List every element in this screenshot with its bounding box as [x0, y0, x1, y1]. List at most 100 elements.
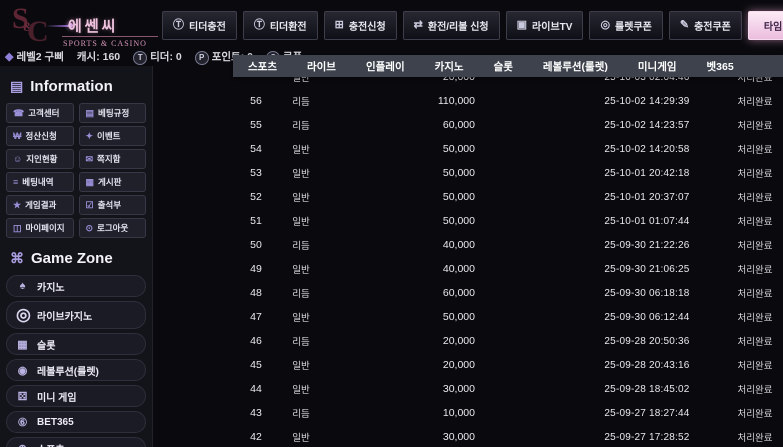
sidebar-button-label: 정산신청: [25, 131, 57, 141]
sidebar-button-label: 지인현황: [26, 154, 58, 164]
nav-button-label: 타임 이벤트: [763, 22, 783, 33]
megaphone-icon: ✦: [85, 130, 94, 141]
category-tab[interactable]: 레볼루션(룰렛): [542, 60, 608, 73]
sidebar-button[interactable]: ▤ 베팅규정: [78, 103, 146, 123]
sidebar-button-label: 베팅규정: [98, 108, 130, 118]
row-status-badge: 처리완료: [737, 193, 773, 204]
row-type: 일반: [292, 217, 310, 228]
nav-button[interactable]: ✎ 충전쿠폰: [668, 11, 742, 40]
row-type: 리듬: [292, 241, 310, 252]
row-amount: 50,000: [442, 311, 475, 323]
sidebar-button-label: 베팅내역: [22, 177, 54, 187]
nav-button[interactable]: Ⓣ 티더충전: [162, 11, 237, 40]
table-row[interactable]: 50 리듬 40,000 25-09-30 21:22:26 처리완료: [233, 233, 783, 257]
table-row[interactable]: 55 리듬 60,000 25-10-02 14:23:57 처리완료: [233, 113, 783, 137]
nav-button[interactable]: ⇄ 환전/리볼 신청: [402, 11, 500, 40]
sidebar-button[interactable]: ✦ 이벤트: [78, 126, 146, 146]
table-row[interactable]: 45 일반 20,000 25-09-28 20:43:16 처리완료: [233, 353, 783, 377]
row-type: 일반: [292, 169, 310, 180]
category-tab[interactable]: 라이브: [306, 60, 336, 73]
category-tab[interactable]: 스포츠: [248, 60, 277, 73]
nav-button-label: 라이브TV: [532, 22, 573, 33]
tv-icon: ▣: [516, 19, 528, 31]
sidebar-button[interactable]: ⊙ 로그아웃: [78, 218, 146, 238]
gamezone-item[interactable]: ⑥ BET365: [6, 411, 146, 433]
nav-button[interactable]: ▣ 라이브TV: [505, 11, 584, 40]
headset-phone-icon: ☎: [13, 107, 25, 118]
table-row[interactable]: 43 리듬 10,000 25-09-27 18:27:44 처리완료: [233, 401, 783, 425]
sidebar-button[interactable]: ≡ 베팅내역: [6, 172, 74, 192]
row-type: 일반: [292, 265, 310, 276]
nav-button[interactable]: 타임 이벤트: [747, 11, 783, 40]
row-type: 일반: [292, 361, 310, 372]
row-status-badge: 처리완료: [737, 433, 773, 444]
category-tab[interactable]: 미니게임: [637, 60, 677, 73]
table-row[interactable]: 56 리듬 110,000 25-10-02 14:29:39 처리완료: [233, 89, 783, 113]
board-icon: ▦: [85, 176, 95, 187]
table-row[interactable]: 46 리듬 20,000 25-09-28 20:50:36 처리완료: [233, 329, 783, 353]
row-type: 일반: [292, 73, 310, 84]
gamezone-item[interactable]: ◉ 레볼루션(룰렛): [6, 359, 146, 381]
category-tab-bar: 스포츠 라이브 인플레이 카지노 슬롯 레볼루션(룰렛) 미니게임 벳365: [233, 55, 783, 77]
nav-button[interactable]: ⊞ 충전신청: [323, 11, 397, 40]
row-amount: 20,000: [442, 359, 475, 371]
row-number: 53: [250, 167, 262, 179]
gamezone-item[interactable]: ⚄ 미니 게임: [6, 385, 146, 407]
table-row[interactable]: 42 일반 30,000 25-09-27 17:28:52 처리완료: [233, 425, 783, 447]
sidebar-button[interactable]: ☑ 출석부: [78, 195, 146, 215]
nav-button-label: 티더환전: [269, 22, 307, 33]
row-number: 45: [250, 359, 262, 371]
sidebar-button[interactable]: ◫ 마이페이지: [6, 218, 74, 238]
category-tab[interactable]: 벳365: [706, 60, 734, 73]
logo-monogram-s: S: [12, 2, 29, 35]
table-row[interactable]: 44 일반 30,000 25-09-28 18:45:02 처리완료: [233, 377, 783, 401]
gamezone-item-label: 라이브카지노: [37, 311, 93, 323]
gamezone-item[interactable]: ◎ 라이브카지노: [6, 301, 146, 329]
row-datetime: 25-09-27 17:28:52: [604, 431, 690, 443]
sidebar-button[interactable]: ★ 게임결과: [6, 195, 74, 215]
gamezone-item[interactable]: ♠ 카지노: [6, 275, 146, 297]
information-button-grid: ☎ 고객센터 ▤ 베팅규정 ₩ 정산신청 ✦ 이벤트: [6, 103, 146, 238]
logo-monogram-c: C: [27, 15, 49, 48]
nav-button[interactable]: ◎ 룰렛쿠폰: [589, 11, 663, 40]
sidebar-button[interactable]: ☎ 고객센터: [6, 103, 74, 123]
tether-coin-icon: T: [133, 50, 148, 65]
tether-coin-icon: Ⓣ: [173, 19, 184, 31]
roulette-chip-icon: ◉: [17, 364, 28, 377]
row-datetime: 25-09-28 18:45:02: [604, 383, 690, 395]
gamezone-item-label: 미니 게임: [37, 392, 77, 404]
row-number: 54: [250, 143, 262, 155]
row-datetime: 25-09-27 18:27:44: [604, 407, 690, 419]
sidebar-button[interactable]: ✉ 쪽지함: [78, 149, 146, 169]
brand-tagline: SPORTS & CASINO: [63, 39, 147, 48]
gamezone-item-label: 스포츠: [37, 441, 65, 447]
table-row[interactable]: 49 일반 40,000 25-09-30 21:06:25 처리완료: [233, 257, 783, 281]
information-title: Information: [30, 78, 113, 95]
row-amount: 40,000: [442, 263, 475, 275]
row-amount: 20,000: [442, 335, 475, 347]
pencil-icon: ✎: [679, 19, 690, 31]
sidebar-button[interactable]: ☺ 지인현황: [6, 149, 74, 169]
table-row[interactable]: 54 일반 50,000 25-10-02 14:20:58 처리완료: [233, 137, 783, 161]
site-logo[interactable]: S & C 에쎈씨 SPORTS & CASINO: [10, 2, 165, 58]
sidebar-button-label: 고객센터: [28, 108, 60, 118]
row-number: 44: [250, 383, 262, 395]
gamezone-item[interactable]: ⊕ 스포츠: [6, 437, 146, 447]
mypage-icon: ◫: [13, 222, 22, 233]
sidebar-button[interactable]: ₩ 정산신청: [6, 126, 74, 146]
table-row[interactable]: 48 리듬 60,000 25-09-30 06:18:18 처리완료: [233, 281, 783, 305]
nav-button-label: 룰렛쿠폰: [615, 22, 652, 33]
table-row[interactable]: 51 일반 50,000 25-10-01 01:07:44 처리완료: [233, 209, 783, 233]
category-tab[interactable]: 인플레이: [365, 60, 405, 73]
nav-button[interactable]: Ⓣ 티더환전: [242, 11, 318, 40]
table-row[interactable]: 52 일반 50,000 25-10-01 20:37:07 처리완료: [233, 185, 783, 209]
sidebar-button[interactable]: ▦ 게시판: [78, 172, 146, 192]
category-tab[interactable]: 카지노: [434, 60, 464, 73]
table-row[interactable]: 53 일반 50,000 25-10-01 20:42:18 처리완료: [233, 161, 783, 185]
table-row[interactable]: 47 일반 50,000 25-09-30 06:12:44 처리완료: [233, 305, 783, 329]
gamezone-item[interactable]: ▦ 슬롯: [6, 333, 146, 355]
row-type: 리듬: [292, 121, 310, 132]
category-tab[interactable]: 슬롯: [493, 60, 513, 73]
soccer-ball-icon: ⊕: [16, 442, 29, 447]
